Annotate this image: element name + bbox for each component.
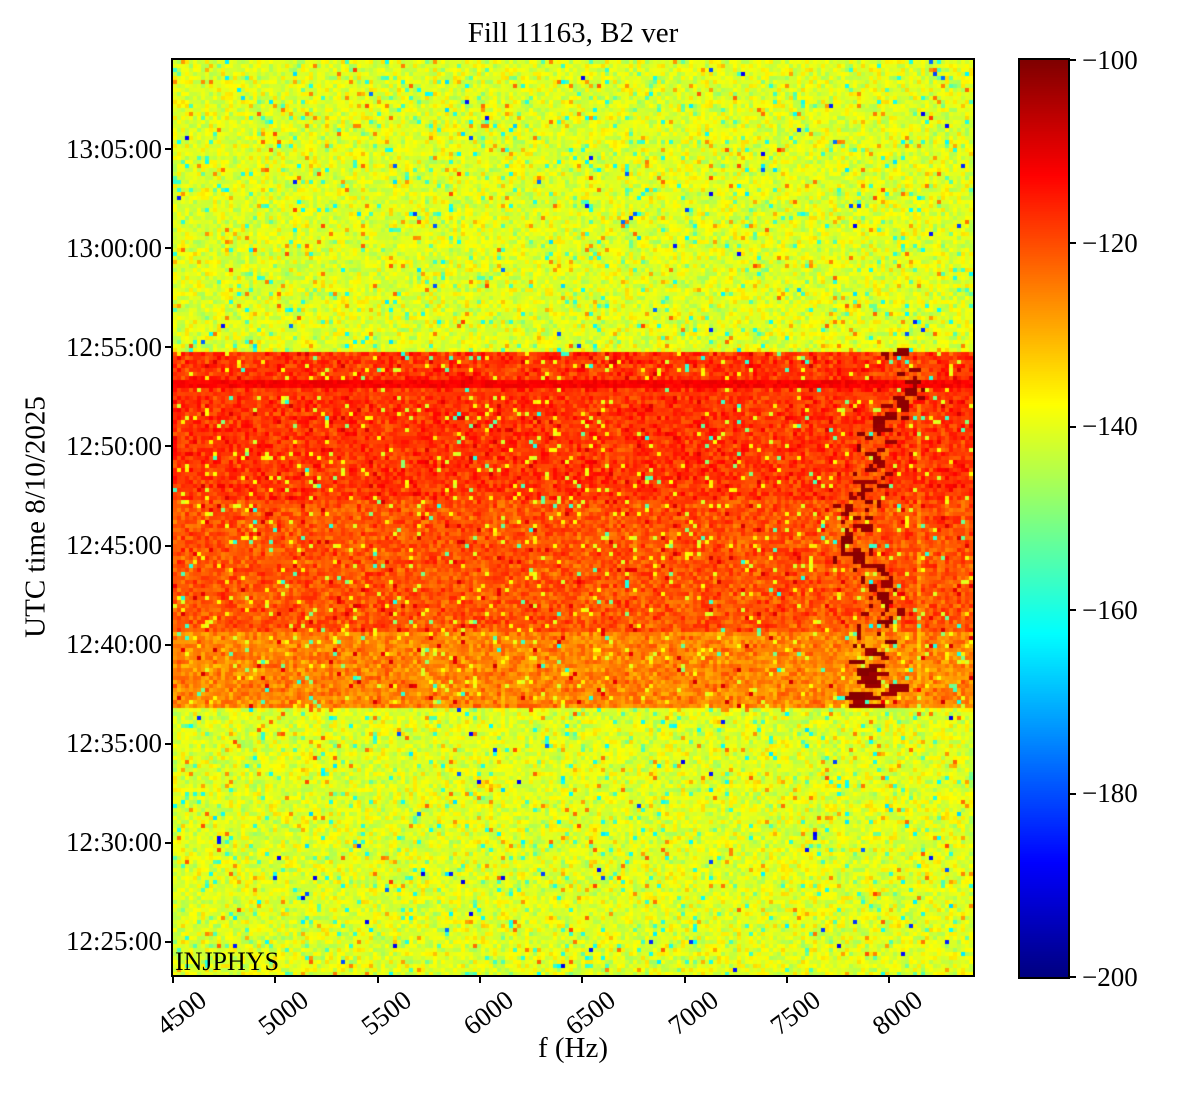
x-tick-mark: [683, 975, 686, 983]
y-tick-mark: [165, 940, 173, 943]
colorbar-tick-label: −160: [1082, 594, 1138, 625]
y-tick-label: 13:00:00: [65, 232, 162, 263]
plot-area: INJPHYS: [171, 58, 975, 977]
x-tick-mark: [172, 975, 174, 983]
colorbar-tick-mark: [1068, 792, 1076, 795]
y-tick-mark: [165, 643, 173, 646]
colorbar-tick-mark: [1068, 242, 1076, 245]
y-tick-label: 12:45:00: [65, 530, 162, 561]
y-tick-mark: [165, 148, 173, 151]
x-tick-mark: [581, 975, 584, 983]
y-tick-label: 12:55:00: [65, 331, 162, 362]
y-tick-label: 12:30:00: [65, 827, 162, 858]
spectrogram-canvas: [173, 60, 973, 975]
y-tick-label: 12:50:00: [65, 430, 162, 461]
y-tick-label: 12:40:00: [65, 629, 162, 660]
y-tick-label: 12:25:00: [65, 926, 162, 957]
y-tick-mark: [165, 346, 173, 349]
colorbar-tick-label: −140: [1082, 411, 1138, 442]
y-tick-label: 13:05:00: [65, 133, 162, 164]
y-tick-mark: [165, 742, 173, 745]
colorbar-tick-mark: [1068, 976, 1076, 978]
colorbar-tick-mark: [1068, 425, 1076, 428]
y-tick-mark: [165, 841, 173, 844]
x-tick-mark: [478, 975, 481, 983]
y-tick-mark: [165, 445, 173, 448]
chart-title: Fill 11163, B2 ver: [467, 17, 679, 49]
colorbar-tick-mark: [1068, 609, 1076, 612]
x-tick-mark: [785, 975, 788, 983]
beam-mode-annotation: INJPHYS: [175, 947, 280, 976]
colorbar-canvas: [1020, 60, 1068, 977]
y-tick-label: 12:35:00: [65, 728, 162, 759]
colorbar-tick-label: −100: [1082, 44, 1138, 75]
x-axis-label: f (Hz): [537, 1032, 609, 1064]
colorbar-tick-mark: [1068, 59, 1076, 61]
x-tick-mark: [888, 975, 891, 983]
colorbar-tick-label: −200: [1082, 961, 1138, 992]
y-tick-mark: [165, 247, 173, 250]
y-tick-mark: [165, 544, 173, 547]
colorbar-tick-label: −120: [1082, 227, 1138, 258]
x-tick-mark: [376, 975, 379, 983]
colorbar: [1018, 58, 1070, 979]
x-tick-mark: [274, 975, 277, 983]
colorbar-tick-label: −180: [1082, 778, 1138, 809]
